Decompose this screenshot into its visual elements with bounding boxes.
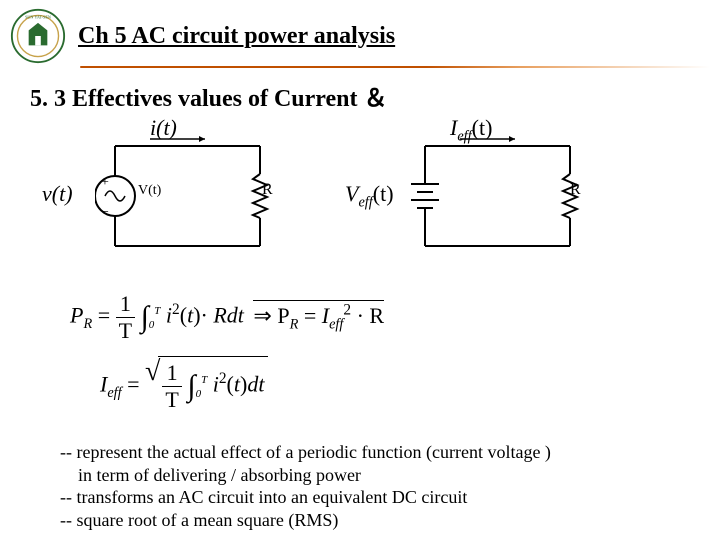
note-line-3: -- transforms an AC circuit into an equi…	[60, 486, 680, 509]
note-line-2: in term of delivering / absorbing power	[60, 464, 680, 487]
ac-circuit-icon: + −	[95, 136, 285, 266]
equations-block: PR = 1T ∫0T i2(t)· Rdt ⇒ PR = Ieff2 · R …	[0, 281, 720, 431]
circuit-diagrams: i(t) v(t) Ieff(t) Veff(t) V(t) R R + −	[0, 121, 720, 281]
chapter-title: Ch 5 AC circuit power analysis	[78, 23, 395, 50]
svg-text:−: −	[101, 205, 109, 220]
header-rule	[80, 66, 710, 68]
dc-circuit-icon	[405, 136, 595, 266]
slide-header: SUN YAT-SEN Ch 5 AC circuit power analys…	[0, 0, 720, 66]
svg-text:+: +	[101, 175, 109, 190]
power-equation: PR = 1T ∫0T i2(t)· Rdt ⇒ PR = Ieff2 · R	[70, 291, 384, 344]
label-v-of-t: v(t)	[42, 181, 73, 207]
section-title: 5. 3 Effectives values of Current ＆	[30, 78, 720, 113]
svg-text:SUN YAT-SEN: SUN YAT-SEN	[25, 14, 51, 19]
note-line-1: -- represent the actual effect of a peri…	[60, 441, 680, 464]
university-logo-icon: SUN YAT-SEN	[10, 8, 66, 64]
label-veff-of-t: Veff(t)	[345, 181, 394, 211]
ieff-equation: Ieff = √ 1T ∫0T i2(t)dt	[100, 356, 268, 413]
note-line-4: -- square root of a mean square (RMS)	[60, 509, 680, 532]
notes-block: -- represent the actual effect of a peri…	[60, 441, 680, 531]
